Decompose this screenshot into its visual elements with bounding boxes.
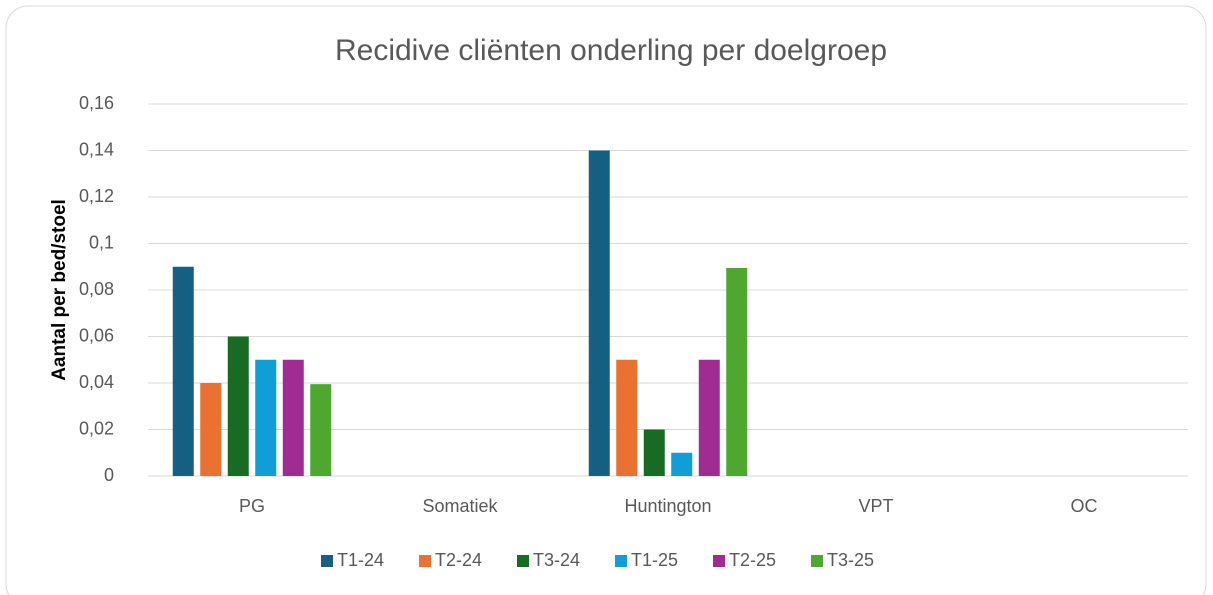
- y-tick-label: 0,04: [79, 372, 114, 392]
- x-tick-label: OC: [1071, 496, 1098, 516]
- bar: [671, 452, 693, 476]
- x-tick-label: Somatiek: [422, 496, 498, 516]
- bar: [282, 359, 304, 476]
- bar: [588, 150, 610, 476]
- y-tick-label: 0,16: [79, 93, 114, 113]
- legend-label: T3-24: [533, 550, 580, 570]
- x-tick-label: PG: [239, 496, 265, 516]
- x-tick-label: Huntington: [624, 496, 711, 516]
- bar: [616, 359, 638, 476]
- bar: [227, 336, 249, 476]
- legend-swatch: [321, 555, 333, 567]
- y-tick-label: 0,02: [79, 418, 114, 438]
- legend-swatch: [713, 555, 725, 567]
- bar: [255, 359, 277, 476]
- bar: [310, 384, 332, 476]
- bar: [643, 429, 665, 476]
- legend-swatch: [615, 555, 627, 567]
- bar: [698, 359, 720, 476]
- y-tick-label: 0,08: [79, 279, 114, 299]
- legend-label: T3-25: [827, 550, 874, 570]
- x-tick-label: VPT: [858, 496, 893, 516]
- y-tick-label: 0: [104, 465, 114, 485]
- legend-swatch: [419, 555, 431, 567]
- y-tick-label: 0,12: [79, 186, 114, 206]
- y-axis-label: Aantal per bed/stoel: [49, 199, 70, 381]
- bar: [200, 383, 222, 476]
- legend-label: T2-25: [729, 550, 776, 570]
- bar: [726, 267, 748, 476]
- legend-label: T2-24: [435, 550, 482, 570]
- y-tick-label: 0,14: [79, 139, 114, 159]
- legend-swatch: [517, 555, 529, 567]
- chart-title: Recidive cliënten onderling per doelgroe…: [335, 34, 887, 67]
- legend-label: T1-25: [631, 550, 678, 570]
- legend-swatch: [811, 555, 823, 567]
- bar: [172, 266, 194, 476]
- y-tick-label: 0,1: [89, 232, 114, 252]
- legend-label: T1-24: [337, 550, 384, 570]
- y-tick-label: 0,06: [79, 325, 114, 345]
